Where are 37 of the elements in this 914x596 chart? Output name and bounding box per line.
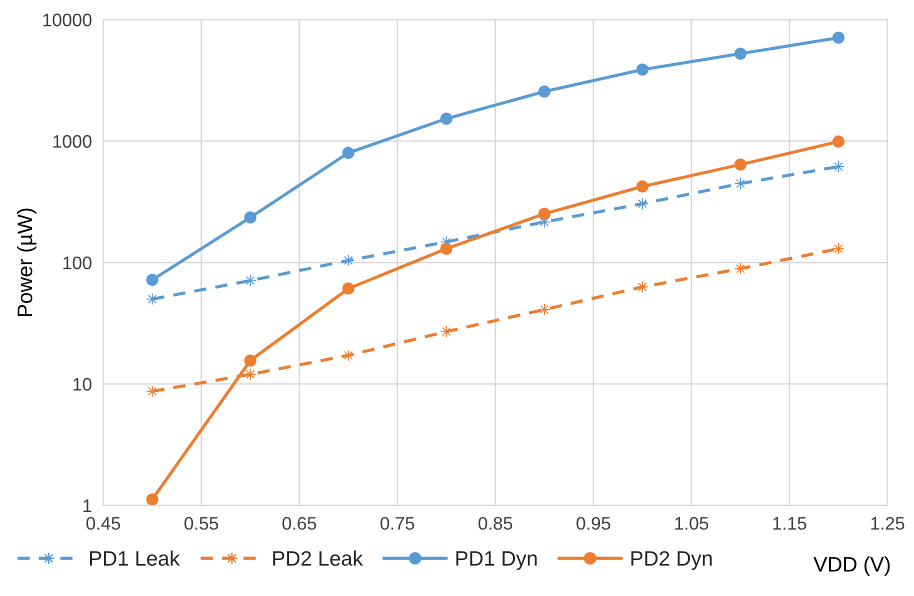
legend-label: PD2 Dyn [631,551,712,570]
point [636,180,649,193]
point [342,146,354,159]
x-tick-label: 0.65 [282,516,316,530]
point [440,242,452,255]
x-tick-label: 0.75 [380,516,414,530]
y-tick-label: 1 [84,500,92,512]
x-axis-title: VDD (V) [814,556,890,576]
y-tick-label: 100 [63,256,92,270]
x-tick-label: 0.55 [184,516,218,530]
x-tick-label: 1.05 [675,516,708,530]
point [538,85,550,98]
point [734,48,747,60]
y-axis-title: Power (µW) [16,208,36,316]
x-tick-label: 0.95 [576,516,610,530]
point [734,158,747,171]
point [342,282,354,295]
point [440,112,452,125]
point [244,211,256,224]
point [636,64,649,76]
point [832,242,845,255]
point [538,208,550,220]
y-tick-label: 1000 [53,135,92,148]
point [244,354,256,367]
legend-label: PD2 Leak [273,550,364,566]
point [832,32,845,44]
point [146,274,158,286]
point [146,493,158,506]
x-tick-label: 1.25 [871,516,904,530]
y-tick-label: 10000 [43,14,92,26]
x-tick-label: 0.45 [86,516,120,530]
y-tick-label: 10 [73,378,92,391]
point [832,136,845,148]
legend-label: PD1 Dyn [456,551,537,570]
x-tick-label: 0.85 [478,516,512,530]
legend-label: PD1 Leak [90,550,180,566]
x-tick-label: 1.15 [773,517,806,530]
